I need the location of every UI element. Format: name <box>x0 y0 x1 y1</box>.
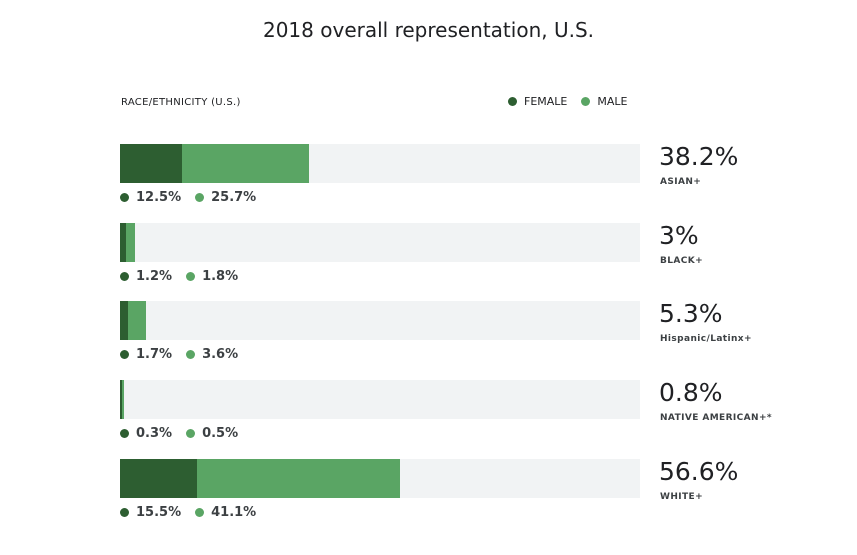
category-label: WHITE+ <box>660 492 704 502</box>
legend-item-female: FEMALE <box>508 95 567 108</box>
bar-track <box>120 144 640 183</box>
legend-label-female: FEMALE <box>524 95 568 108</box>
female-dot <box>120 508 129 517</box>
value-labels: 0.3% 0.5% <box>120 426 252 441</box>
female-value: 15.5% <box>136 505 182 520</box>
bar-male <box>125 223 135 262</box>
female-dot <box>120 193 129 202</box>
bar-female <box>120 301 129 340</box>
male-value: 0.5% <box>202 426 239 441</box>
value-labels: 1.7% 3.6% <box>120 347 252 362</box>
axis-label: RACE/ETHNICITY (U.S.) <box>121 97 241 108</box>
total-value: 38.2% <box>659 142 739 171</box>
legend-label-male: MALE <box>597 95 628 108</box>
male-dot <box>195 193 205 202</box>
female-value: 1.7% <box>136 347 173 362</box>
value-labels: 15.5% 41.1% <box>120 505 270 520</box>
total-value: 56.6% <box>659 457 739 486</box>
female-value: 1.2% <box>136 269 173 284</box>
legend: FEMALE MALE <box>508 95 641 108</box>
male-dot <box>186 429 196 438</box>
value-labels: 12.5% 25.7% <box>120 190 270 205</box>
bar-male <box>128 301 147 340</box>
bar-female <box>120 144 182 183</box>
bar-male <box>122 380 125 419</box>
bar-track <box>120 380 640 419</box>
bar-female <box>120 380 122 419</box>
chart-title: 2018 overall representation, U.S. <box>262 18 595 42</box>
legend-dot-male <box>581 97 591 106</box>
male-value: 3.6% <box>202 347 239 362</box>
category-label: Hispanic/Latinx+ <box>660 334 752 344</box>
male-dot <box>186 350 196 359</box>
female-value: 12.5% <box>136 190 182 205</box>
bar-male <box>181 144 310 183</box>
female-dot <box>120 350 129 359</box>
value-labels: 1.2% 1.8% <box>120 269 252 284</box>
legend-dot-female <box>508 97 517 106</box>
category-label: BLACK+ <box>660 256 704 266</box>
total-value: 3% <box>659 221 699 250</box>
bar-track <box>120 459 640 498</box>
bar-male <box>196 459 401 498</box>
total-value: 0.8% <box>659 378 723 407</box>
female-dot <box>120 272 129 281</box>
category-label: NATIVE AMERICAN+* <box>660 413 773 423</box>
male-value: 25.7% <box>211 190 257 205</box>
female-value: 0.3% <box>136 426 173 441</box>
category-label: ASIAN+ <box>660 177 702 187</box>
male-dot <box>186 272 196 281</box>
bar-track <box>120 301 640 340</box>
male-dot <box>195 508 205 517</box>
bar-track <box>120 223 640 262</box>
female-dot <box>120 429 129 438</box>
bar-female <box>120 223 126 262</box>
total-value: 5.3% <box>659 299 723 328</box>
legend-item-male: MALE <box>581 95 627 108</box>
bar-female <box>120 459 197 498</box>
male-value: 41.1% <box>211 505 257 520</box>
male-value: 1.8% <box>202 269 239 284</box>
